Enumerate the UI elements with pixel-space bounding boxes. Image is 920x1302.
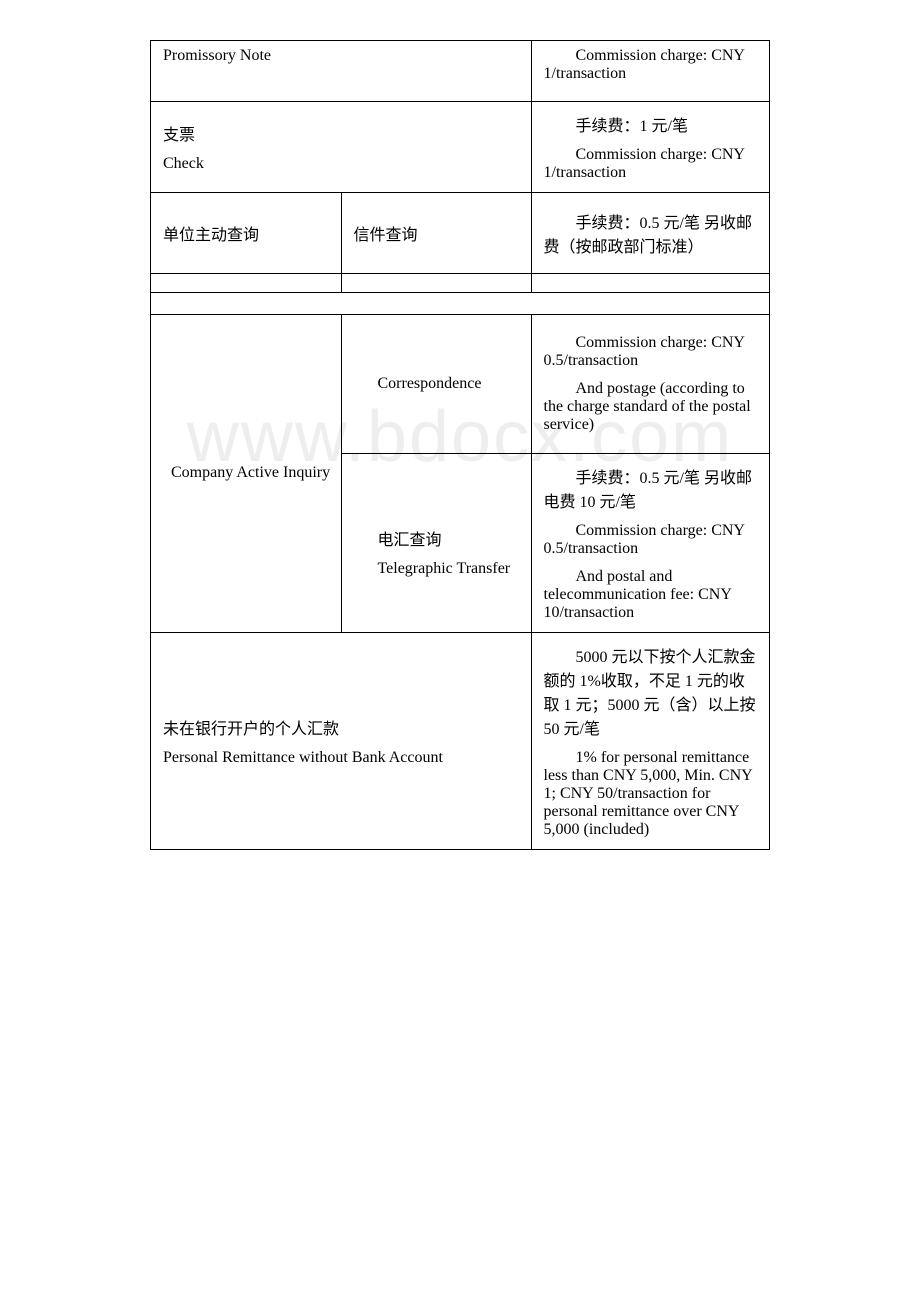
check-fee-en: Commission charge: CNY 1/transaction [544,146,758,182]
tt-inquiry-label-cn: 电汇查询 [354,526,519,550]
check-label-en: Check [163,155,519,173]
row-promissory-note: Promissory Note Commission charge: CNY 1… [151,41,769,102]
company-active-inquiry-label: Company Active Inquiry [171,464,330,481]
tt-fee-en1: Commission charge: CNY 0.5/transaction [544,522,758,558]
personal-remittance-label-cn: 未在银行开户的个人汇款 [163,715,519,739]
letter-inquiry-fee: 手续费：0.5 元/笔 另收邮费（按邮政部门标准） [544,209,758,257]
section-1-table: Promissory Note Commission charge: CNY 1… [151,41,769,292]
row-company-inquiry-letter: 单位主动查询 信件查询 手续费：0.5 元/笔 另收邮费（按邮政部门标准） [151,193,769,274]
section-2-table: Company Active Inquiry Correspondence Co… [151,315,769,849]
fee-schedule-table: Promissory Note Commission charge: CNY 1… [150,40,770,850]
correspondence-label: Correspondence [354,375,519,393]
tt-inquiry-label-en: Telegraphic Transfer [354,560,519,578]
empty-row [151,274,769,292]
check-fee-cn: 手续费：1 元/笔 [544,112,758,136]
row-check: 支票 Check 手续费：1 元/笔 Commission charge: CN… [151,102,769,193]
correspondence-fee-p2: And postage (according to the charge sta… [544,380,758,434]
promissory-note-fee: Commission charge: CNY 1/transaction [544,47,758,83]
tt-fee-en2: And postal and telecommunication fee: CN… [544,568,758,622]
row-personal-remittance: 未在银行开户的个人汇款 Personal Remittance without … [151,632,769,849]
row-correspondence: Company Active Inquiry Correspondence Co… [151,315,769,454]
promissory-note-label: Promissory Note [163,47,271,64]
letter-inquiry-label: 信件查询 [354,227,418,244]
correspondence-fee-p1: Commission charge: CNY 0.5/transaction [544,334,758,370]
section-divider [151,292,770,314]
personal-remittance-fee-en: 1% for personal remittance less than CNY… [544,749,758,839]
check-label-cn: 支票 [163,121,519,145]
tt-fee-cn: 手续费：0.5 元/笔 另收邮电费 10 元/笔 [544,464,758,512]
company-inquiry-label-cn: 单位主动查询 [163,227,259,244]
personal-remittance-label-en: Personal Remittance without Bank Account [163,749,519,767]
personal-remittance-fee-cn: 5000 元以下按个人汇款金额的 1%收取，不足 1 元的收取 1 元；5000… [544,643,758,739]
